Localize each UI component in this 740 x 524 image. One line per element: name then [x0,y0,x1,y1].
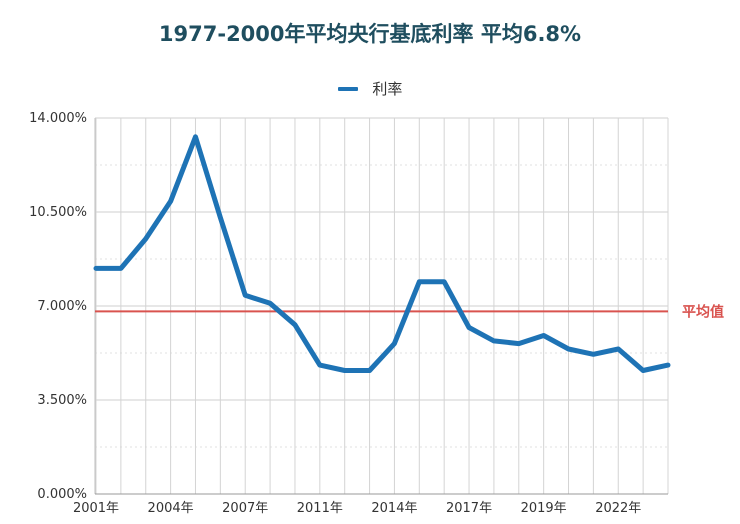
x-tick-label: 2001年 [73,501,119,516]
grid [94,117,669,495]
x-tick-label: 2007年 [222,501,268,516]
x-tick-label: 2022年 [595,501,641,516]
x-tick-label: 2017年 [446,501,492,516]
x-axis-ticks: 2001年 2004年 2007年 2011年 2014年 2017年 2019年 2022年 [73,501,641,516]
y-tick-label: 10.500% [29,205,87,220]
legend: 利率 [0,78,740,99]
average-label: 平均值 [682,303,724,320]
chart-title: 1977-2000年平均央行基底利率 平均6.8% [158,22,582,46]
legend-swatch [337,86,358,91]
y-axis-ticks: 0.000% 3.500% 7.000% 10.500% 14.000% [29,111,87,502]
x-tick-label: 2014年 [371,501,417,516]
x-tick-label: 2011年 [297,501,343,516]
x-tick-label: 2004年 [148,501,194,516]
average-line-group: 平均值 [95,303,724,320]
y-tick-label: 7.000% [37,299,87,314]
y-tick-label: 14.000% [29,111,87,126]
series-line-利率 [93,134,671,373]
x-tick-label: 2019年 [521,501,567,516]
y-tick-label: 3.500% [37,393,87,408]
series-group [93,134,671,373]
legend-label: 利率 [372,80,403,98]
y-tick-label: 0.000% [37,487,87,502]
